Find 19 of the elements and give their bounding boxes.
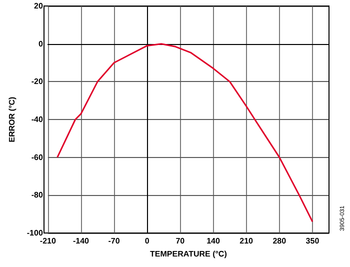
line-series <box>56 43 314 222</box>
y-axis-title: ERROR (°C) <box>8 96 16 142</box>
y-tick-label: 0 <box>38 39 44 48</box>
y-tick-label: 20 <box>34 2 44 10</box>
x-tick-label: 70 <box>176 236 186 246</box>
x-tick-label: -210 <box>40 236 56 246</box>
x-tick-label: 0 <box>144 236 150 246</box>
x-tick-label: 210 <box>240 236 254 246</box>
y-tick-label: -20 <box>31 77 44 86</box>
y-tick-label: -100 <box>26 228 44 238</box>
x-tick-label: 350 <box>306 236 320 246</box>
x-axis-title: TEMPERATURE (°C) <box>150 249 228 258</box>
y-tick-label: -80 <box>31 190 44 200</box>
x-tick-label: 280 <box>272 236 287 246</box>
y-tick-label: -60 <box>31 152 44 162</box>
x-tick-label: 140 <box>206 236 220 246</box>
x-tick-label: -70 <box>108 236 120 246</box>
x-tick-label: -140 <box>72 236 90 246</box>
y-tick-label: -40 <box>31 115 44 124</box>
